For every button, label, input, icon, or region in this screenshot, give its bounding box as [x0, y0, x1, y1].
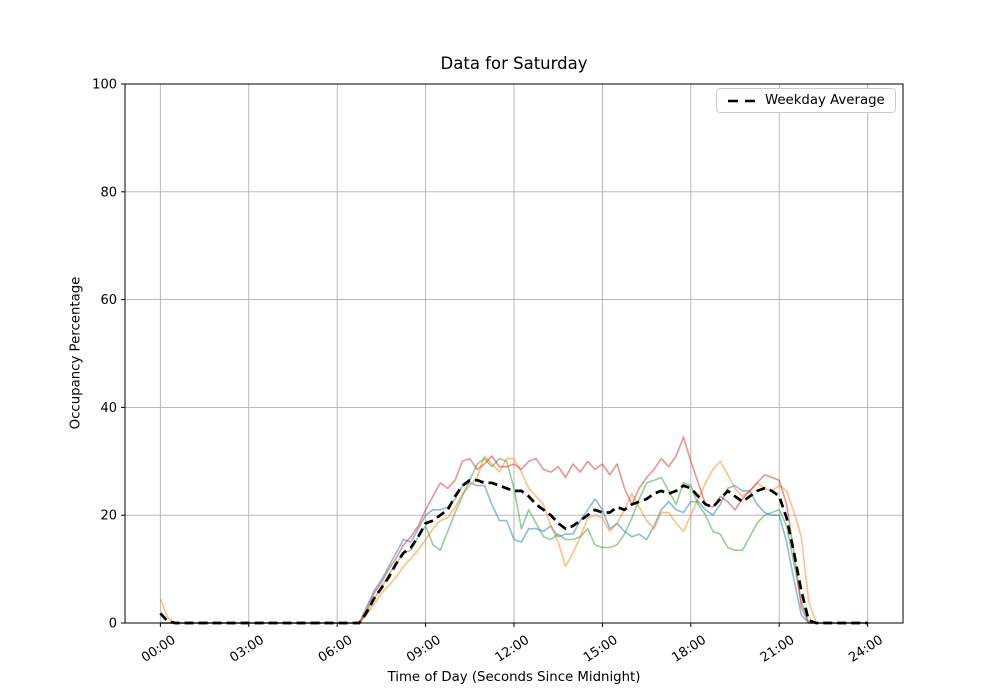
- legend-line-sample: [728, 99, 756, 102]
- legend: Weekday Average: [716, 88, 896, 113]
- line-Weekday Average: [159, 478, 868, 625]
- x-axis-label: Time of Day (Seconds Since Midnight): [387, 670, 641, 685]
- x-tick-label: 00:00: [139, 633, 179, 666]
- y-tick-label: 80: [100, 185, 117, 200]
- y-tick-label: 60: [100, 293, 117, 308]
- x-tick-label: 24:00: [846, 633, 886, 666]
- chart-title: Data for Saturday: [440, 54, 588, 73]
- x-tick-label: 15:00: [581, 633, 621, 666]
- legend-label: Weekday Average: [765, 93, 885, 108]
- x-tick-label: 06:00: [316, 633, 356, 666]
- x-tick-label: 09:00: [404, 633, 444, 666]
- x-tick-label: 18:00: [669, 633, 709, 666]
- x-tick-label: 21:00: [758, 633, 798, 666]
- y-axis-label: Occupancy Percentage: [68, 276, 84, 430]
- x-tick-label: 03:00: [227, 633, 267, 666]
- y-tick-label: 100: [92, 78, 117, 93]
- y-tick-label: 20: [100, 509, 117, 524]
- x-tick-label: 12:00: [493, 633, 533, 666]
- y-tick-label: 0: [109, 617, 117, 632]
- y-tick-label: 40: [100, 401, 117, 416]
